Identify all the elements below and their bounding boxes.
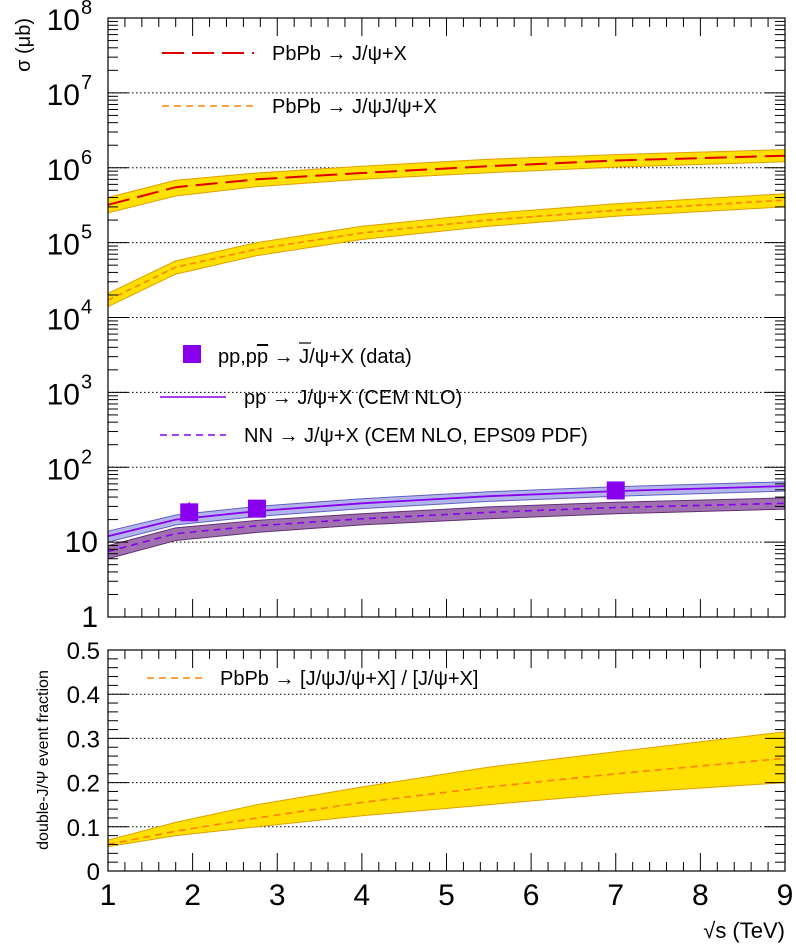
legend-swatch-data: [183, 345, 201, 363]
y-tick-label: 10: [47, 378, 80, 411]
y-tick-label: 10: [47, 4, 80, 37]
series-line-top-1: [107, 199, 786, 301]
x-tick-label: 7: [607, 879, 624, 912]
y-tick-label: 10: [47, 154, 80, 187]
y-tick-label-bottom: 0.2: [67, 771, 100, 798]
y-tick-label-bottom: 0: [87, 859, 100, 886]
legend-label-data: pp,pp → J/ψ+X (data): [218, 346, 412, 368]
x-tick-label: 1: [100, 879, 117, 912]
y-tick-exponent: 2: [81, 446, 92, 468]
bottom-plot: 0 0.1 0.2 0.3 0.4 0.5 1 2 3 4 5 6 7 8 9 √s (TeV) double-…: [35, 638, 793, 943]
y-tick-exponent: 6: [81, 147, 92, 169]
x-tick-label: 9: [777, 879, 794, 912]
y-tick-exponent: 5: [81, 222, 92, 244]
data-point: [180, 503, 199, 522]
legend-label-top: PbPb → J/ψJ/ψ+X: [272, 96, 437, 118]
x-tick-label: 6: [523, 879, 540, 912]
y-tick-label-bottom: 0.3: [67, 726, 100, 753]
series-line-top-0: [107, 154, 786, 206]
x-tick-label: 5: [438, 879, 455, 912]
x-tick-label: 3: [269, 879, 286, 912]
legend-data-prefix: pp,p: [218, 346, 257, 368]
y-tick-exponent: 8: [81, 0, 92, 19]
y-tick-label: 10: [47, 304, 80, 337]
x-axis-title: √s (TeV): [703, 918, 785, 943]
data-point: [606, 481, 625, 500]
y-tick-label-bottom: 0.4: [67, 682, 100, 709]
y-tick-label: 10: [47, 229, 80, 262]
x-tick-label: 2: [184, 879, 201, 912]
legend-data-pbar: p: [257, 346, 268, 368]
y-tick-exponent: 7: [81, 72, 92, 94]
y-tick-exponent: 3: [81, 371, 92, 393]
y-axis-title-top: σ (μb): [13, 18, 35, 72]
y-tick-label-bottom: 0.1: [67, 815, 100, 842]
series-line-top-3: [107, 502, 786, 553]
y-tick-label: 10: [47, 453, 80, 486]
x-tick-label: 4: [354, 879, 371, 912]
legend-label-mid: NN → J/ψ+X (CEM NLO, EPS09 PDF): [244, 425, 588, 447]
band-bottom: [107, 731, 786, 848]
x-tick-label: 8: [692, 879, 709, 912]
legend-label-bottom: PbPb → [J/ψJ/ψ+X] / [J/ψ+X]: [220, 668, 478, 690]
y-tick-label: 1: [81, 601, 98, 634]
band-top-1: [107, 193, 786, 308]
legend-label-mid: pp → J/ψ+X (CEM NLO): [244, 387, 462, 409]
band-top-3: [107, 497, 786, 560]
y-tick-exponent: 4: [81, 297, 92, 319]
series-line-bottom: [107, 757, 786, 846]
legend-label-top: PbPb → J/ψ+X: [272, 43, 407, 65]
y-tick-label: 10: [47, 79, 80, 112]
y-tick-label-bottom: 0.5: [67, 638, 100, 665]
y-tick-label: 10: [65, 526, 98, 559]
y-axis-title-bottom: double-J/Ψ event fraction: [35, 670, 52, 850]
legend-data-suffix: → J/ψ+X (data): [268, 346, 412, 368]
data-point: [247, 499, 266, 518]
